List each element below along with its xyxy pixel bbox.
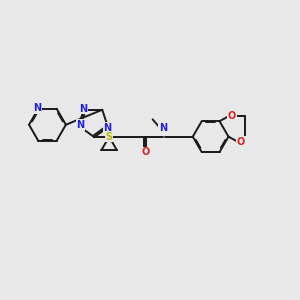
Text: N: N [159,123,167,133]
Text: N: N [80,103,88,114]
Text: O: O [237,137,245,147]
Text: O: O [141,147,149,158]
Text: N: N [76,120,85,130]
Text: O: O [228,111,236,121]
Text: S: S [105,132,112,142]
Text: N: N [103,122,112,133]
Text: N: N [34,103,42,113]
